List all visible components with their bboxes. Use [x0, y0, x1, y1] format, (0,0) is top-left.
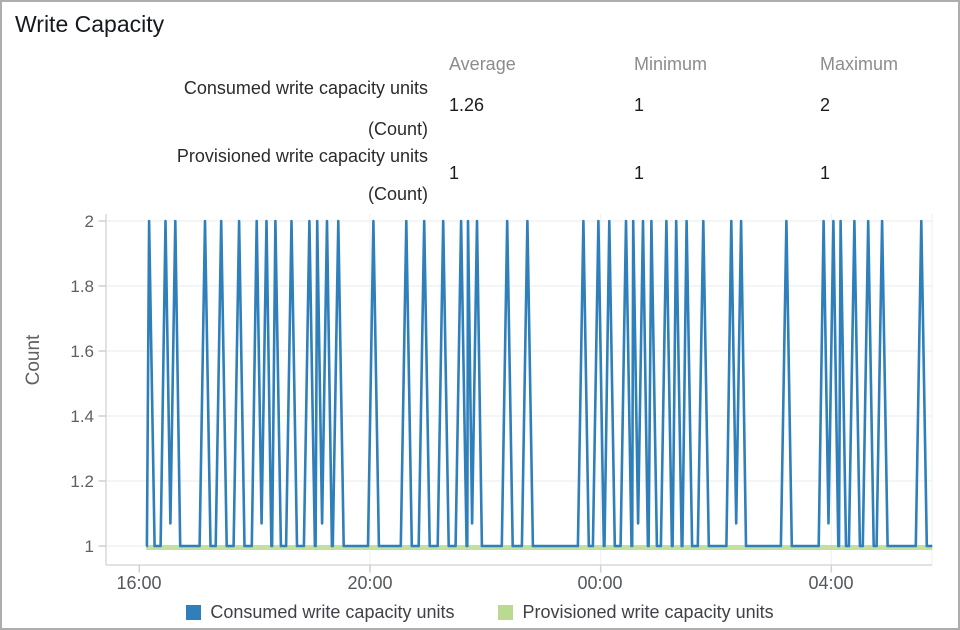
- y-tick-1: 1: [84, 537, 94, 556]
- x-tick-1600: 16:00: [116, 573, 162, 593]
- y-tick-2: 2: [84, 212, 94, 231]
- x-tick-2000: 20:00: [347, 573, 393, 593]
- y-tick-1-8: 1.8: [70, 277, 94, 296]
- provisioned-minimum-value: 1: [634, 163, 645, 183]
- legend-label-consumed: Consumed write capacity units: [210, 602, 455, 622]
- chart-legend: Consumed write capacity units Provisione…: [2, 602, 958, 623]
- consumed-maximum-value: 2: [820, 95, 831, 115]
- legend-item-consumed[interactable]: Consumed write capacity units: [186, 602, 454, 623]
- y-tick-1-2: 1.2: [70, 472, 94, 491]
- row-label-consumed: Consumed write capacity units: [183, 78, 428, 98]
- y-axis-label: Count: [23, 334, 44, 386]
- consumed-average-value: 1.26: [449, 95, 485, 115]
- stats-header-minimum: Minimum: [634, 54, 708, 74]
- provisioned-maximum-value: 1: [820, 163, 831, 183]
- row-label-provisioned: Provisioned write capacity units: [176, 146, 428, 166]
- y-tick-1-6: 1.6: [70, 342, 94, 361]
- stats-header-average: Average: [449, 54, 516, 74]
- y-tick-1-4: 1.4: [70, 407, 94, 426]
- legend-label-provisioned: Provisioned write capacity units: [522, 602, 774, 622]
- x-tick-0000: 00:00: [577, 573, 623, 593]
- provisioned-average-value: 1: [449, 163, 460, 183]
- provisioned-swatch-icon: [498, 605, 514, 620]
- consumed-minimum-value: 1: [634, 95, 645, 115]
- row-unit-provisioned: (Count): [367, 184, 428, 204]
- consumed-series-line: [145, 219, 933, 548]
- stats-header-maximum: Maximum: [820, 54, 899, 74]
- x-tick-0400: 04:00: [808, 573, 854, 593]
- consumed-swatch-icon: [186, 605, 202, 620]
- row-unit-consumed: (Count): [367, 119, 428, 139]
- page-title: Write Capacity: [15, 11, 165, 37]
- legend-item-provisioned[interactable]: Provisioned write capacity units: [498, 602, 774, 623]
